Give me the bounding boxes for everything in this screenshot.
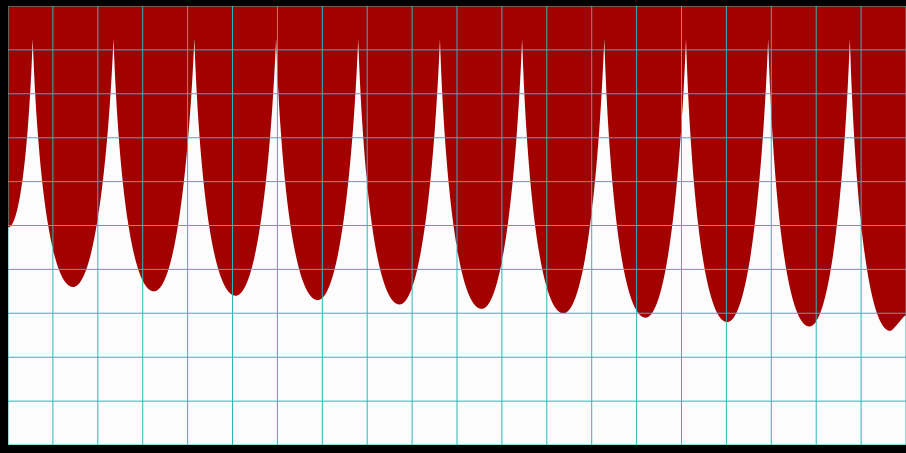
grid-lines xyxy=(6,4,906,447)
plot-border xyxy=(6,4,906,447)
